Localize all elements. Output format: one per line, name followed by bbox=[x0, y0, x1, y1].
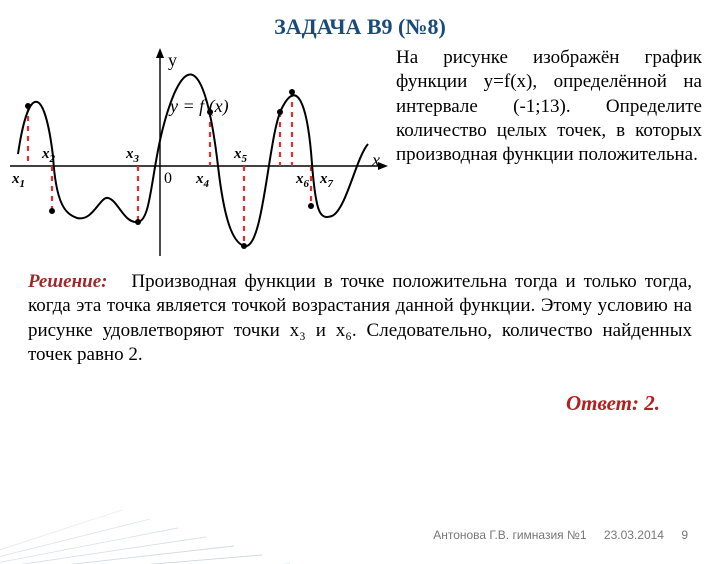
solution-block: Решение: Производная функции в точке пол… bbox=[0, 266, 720, 367]
page-title: ЗАДАЧА В9 (№8) bbox=[0, 14, 720, 40]
decorative-lines bbox=[0, 484, 290, 564]
solution-body: Производная функции в точке положительна… bbox=[28, 271, 692, 365]
x-marker-1: x1 bbox=[12, 171, 25, 190]
x-marker-7: x7 bbox=[320, 171, 333, 190]
graph-svg bbox=[0, 46, 390, 266]
function-graph: y x 0 y = f (x) x1 x2 x3 x4 x5 x6 x7 bbox=[0, 46, 390, 266]
solution-label: Решение: bbox=[28, 271, 108, 292]
x-marker-6: x6 bbox=[296, 171, 309, 190]
x-marker-3: x3 bbox=[126, 146, 139, 165]
x-marker-5: x5 bbox=[234, 146, 247, 165]
equation-label: y = f (x) bbox=[170, 96, 229, 117]
problem-text: На рисунке изображён график функции y=f(… bbox=[390, 46, 702, 168]
axis-x-label: x bbox=[372, 150, 380, 171]
top-area: y x 0 y = f (x) x1 x2 x3 x4 x5 x6 x7 На рисунк… bbox=[0, 40, 720, 266]
answer-text: Ответ: 2. bbox=[0, 367, 720, 416]
origin-label: 0 bbox=[164, 170, 172, 188]
axis-y-label: y bbox=[168, 50, 177, 71]
x-marker-4: x4 bbox=[196, 171, 209, 190]
x-marker-2: x2 bbox=[42, 146, 55, 165]
